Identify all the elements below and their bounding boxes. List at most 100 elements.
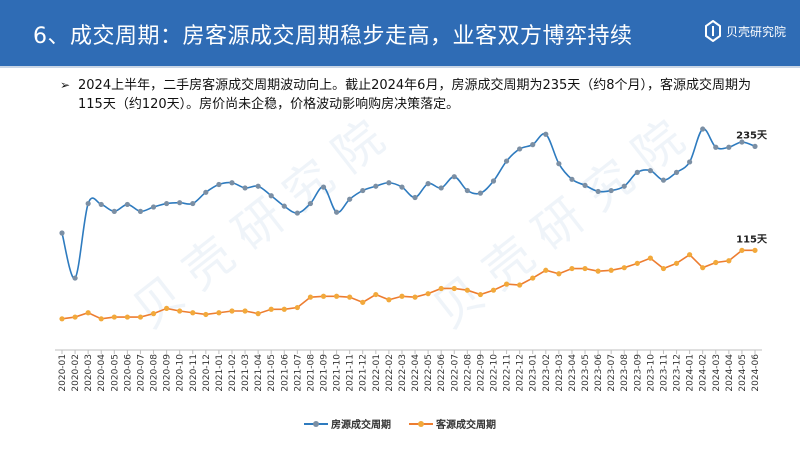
- data-point: [98, 201, 104, 208]
- x-tick-label: 2020-10: [176, 354, 186, 392]
- data-point: [320, 184, 327, 190]
- data-point: [373, 291, 379, 298]
- data-point: [621, 265, 627, 271]
- data-point: [700, 126, 706, 132]
- data-point: [438, 185, 444, 191]
- data-point: [203, 311, 209, 318]
- legend-item-listing: 房源成交周期: [304, 416, 391, 431]
- data-point: [164, 200, 170, 207]
- data-point: [517, 146, 523, 152]
- data-point: [255, 311, 261, 317]
- x-tick-label: 2020-03: [84, 354, 94, 392]
- data-point: [360, 299, 366, 305]
- x-tick-label: 2021-06: [280, 354, 290, 392]
- legend-label-listing: 房源成交周期: [331, 420, 391, 431]
- x-tick-label: 2021-04: [254, 354, 264, 392]
- x-tick-label: 2021-07: [293, 354, 303, 392]
- svg-text:贝 壳 研 究 院: 贝 壳 研 究 院: [423, 110, 695, 339]
- x-tick-label: 2022-08: [463, 354, 473, 392]
- legend-label-buyer: 客源成交周期: [436, 420, 496, 431]
- x-tick-label: 2023-12: [673, 354, 683, 392]
- data-point: [268, 193, 274, 199]
- x-tick-label: 2022-09: [476, 354, 486, 392]
- series-1: 115天: [59, 233, 768, 322]
- data-point: [660, 177, 667, 183]
- data-point: [399, 184, 405, 190]
- x-tick-label: 2023-11: [659, 354, 669, 392]
- x-tick-label: 2022-04: [411, 354, 421, 392]
- x-tick-label: 2023-05: [581, 354, 591, 392]
- x-tick-label: 2020-06: [123, 354, 133, 392]
- header-bar: 6、成交周期：房客源成交周期稳步走高，业客双方博弈持续 贝壳研究院: [0, 0, 800, 68]
- data-point: [634, 260, 640, 266]
- data-point: [203, 189, 209, 195]
- x-tick-label: 2021-11: [346, 354, 356, 392]
- data-point: [752, 247, 758, 253]
- data-point: [59, 230, 65, 236]
- logo: 贝壳研究院: [704, 20, 786, 42]
- legend-item-buyer: 客源成交周期: [409, 416, 496, 431]
- data-point: [582, 265, 588, 272]
- data-point: [190, 200, 196, 207]
- logo-icon: [704, 20, 721, 42]
- data-point: [556, 271, 562, 277]
- data-point: [268, 306, 274, 312]
- x-tick-label: 2021-08: [306, 354, 316, 392]
- data-point: [294, 210, 300, 216]
- x-tick-label: 2023-01: [529, 354, 539, 392]
- legend: 房源成交周期 客源成交周期: [0, 416, 800, 431]
- x-tick-label: 2021-09: [320, 354, 330, 392]
- data-point: [333, 293, 340, 299]
- data-point: [412, 194, 418, 201]
- x-tick-label: 2024-03: [712, 354, 722, 392]
- data-point: [85, 310, 91, 316]
- summary-bullet: ➢ 2024上半年，二手房客源成交周期波动向上。截止2024年6月，房源成交周期…: [60, 76, 770, 114]
- data-point: [72, 314, 78, 320]
- x-tick-label: 2020-12: [202, 354, 212, 392]
- data-point: [242, 185, 248, 191]
- data-point: [739, 247, 745, 253]
- data-point: [281, 306, 287, 312]
- data-point: [713, 144, 719, 150]
- x-tick-label: 2022-02: [385, 354, 395, 392]
- svg-text:贝 壳 研 究 院: 贝 壳 研 究 院: [123, 110, 395, 339]
- data-point: [647, 168, 653, 174]
- data-point: [190, 310, 196, 316]
- x-tick-label: 2022-11: [503, 354, 513, 392]
- legend-swatch-listing: [304, 420, 328, 427]
- data-point: [687, 252, 693, 258]
- x-tick-label: 2021-01: [215, 354, 225, 392]
- data-point: [556, 161, 562, 167]
- x-tick-label: 2021-02: [228, 354, 238, 392]
- data-point: [360, 187, 366, 194]
- x-tick-label: 2021-05: [267, 354, 277, 392]
- data-point: [347, 294, 353, 300]
- data-point: [111, 208, 117, 214]
- x-tick-label: 2022-06: [437, 354, 447, 392]
- data-point: [660, 265, 667, 272]
- data-point: [634, 169, 640, 175]
- data-point: [530, 275, 536, 281]
- data-point: [242, 308, 248, 314]
- data-point: [425, 291, 431, 297]
- data-point: [490, 178, 497, 184]
- data-point: [177, 200, 183, 206]
- data-point: [438, 285, 444, 292]
- data-point: [111, 314, 117, 320]
- x-tick-label: 2024-02: [699, 354, 709, 392]
- x-tick-label: 2023-09: [633, 354, 643, 392]
- data-point: [700, 265, 706, 271]
- data-point: [752, 143, 758, 149]
- x-tick-label: 2020-04: [97, 354, 107, 392]
- data-point: [177, 308, 183, 314]
- x-tick-label: 2023-08: [620, 354, 630, 392]
- x-tick-label: 2020-05: [110, 354, 120, 392]
- data-point: [255, 183, 261, 189]
- x-tick-label: 2020-02: [71, 354, 81, 392]
- x-tick-label: 2021-12: [359, 354, 369, 392]
- data-point: [124, 314, 130, 320]
- data-point: [164, 305, 170, 312]
- data-point: [673, 169, 680, 175]
- data-point: [294, 304, 300, 311]
- x-tick-label: 2022-07: [450, 354, 460, 392]
